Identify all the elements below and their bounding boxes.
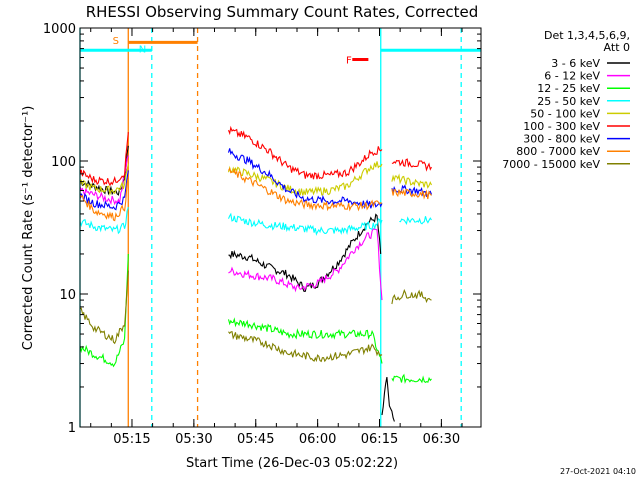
series-12-25-kev (79, 253, 432, 384)
x-axis-label: Start Time (26-Dec-03 05:02:22) (186, 456, 398, 471)
x-tick-label-05-45: 05:45 (237, 432, 274, 447)
series-100-300-kev (79, 125, 432, 187)
series-100-300-kev-segment-0 (79, 132, 129, 187)
legend-label-100-300-kev: 100 - 300 keV (523, 120, 600, 133)
series-12-25-kev-segment-1 (227, 317, 383, 364)
series-800-7000-kev (79, 167, 432, 222)
series-3-6-kev-segment-1 (228, 213, 382, 292)
series-800-7000-kev-segment-2 (391, 188, 432, 200)
series-7000-15000-kev-segment-2 (391, 288, 432, 305)
series-7000-15000-kev-segment-1 (228, 331, 383, 363)
y-tick-label-10: 10 (59, 288, 76, 303)
legend-label-7000-15000-kev: 7000 - 15000 keV (502, 158, 600, 171)
series-3-6-kev-segment-2 (381, 376, 395, 422)
legend-label-6-12-kev: 6 - 12 keV (544, 70, 600, 83)
series-800-7000-kev-segment-0 (79, 177, 129, 222)
x-tick-label-05-15: 05:15 (113, 432, 150, 447)
series-800-7000-kev-segment-1 (228, 167, 383, 212)
series-100-300-kev-segment-2 (391, 158, 432, 172)
legend-header-1: Att 0 (604, 41, 630, 54)
x-tick-label-06-00: 06:00 (299, 432, 336, 447)
timestamp-label: 27-Oct-2021 04:10 (560, 467, 636, 476)
series-7000-15000-kev (79, 270, 432, 363)
y-axis-ticks: 1 10 100 1000 (43, 22, 481, 436)
y-axis-label: Corrected Count Rate (s⁻¹ detector⁻¹) (21, 106, 36, 351)
series-300-800-kev-segment-0 (79, 170, 129, 211)
chart-title: RHESSI Observing Summary Count Rates, Co… (86, 3, 479, 21)
series-300-800-kev (79, 148, 433, 211)
series-group (79, 125, 433, 422)
series-50-100-kev-segment-0 (79, 163, 129, 197)
y-tick-label-1: 1 (68, 421, 76, 436)
series-6-12-kev-segment-1 (228, 228, 383, 301)
series-50-100-kev-segment-1 (227, 161, 383, 196)
annotation-s-0: S (113, 36, 119, 47)
series-25-50-kev-segment-0 (79, 206, 129, 235)
annotation-f-2: F (346, 55, 352, 66)
legend-label-300-800-kev: 300 - 800 keV (523, 133, 600, 146)
legend-header-0: Det 1,3,4,5,6,9, (544, 29, 630, 42)
series-100-300-kev-segment-1 (227, 125, 383, 180)
y-tick-label-1000: 1000 (43, 22, 76, 37)
annotation-n-1: N (139, 45, 146, 56)
x-tick-label-06-15: 06:15 (361, 432, 398, 447)
annotation-labels: S N F (113, 36, 352, 66)
series-50-100-kev (79, 161, 432, 197)
series-25-50-kev-segment-1 (227, 212, 383, 236)
legend-label-12-25-kev: 12 - 25 keV (537, 82, 600, 95)
series-12-25-kev-segment-0 (79, 253, 129, 368)
x-tick-label-05-30: 05:30 (175, 432, 212, 447)
series-6-12-kev-segment-0 (79, 155, 129, 206)
plot-frame (79, 27, 482, 428)
series-7000-15000-kev-segment-0 (79, 270, 129, 345)
legend-label-25-50-kev: 25 - 50 keV (537, 95, 600, 108)
series-25-50-kev-segment-2 (399, 216, 432, 225)
series-3-6-kev-segment-0 (79, 145, 129, 196)
series-25-50-kev (79, 206, 432, 236)
y-tick-label-100: 100 (51, 155, 76, 170)
legend-label-50-100-kev: 50 - 100 keV (530, 107, 600, 120)
x-axis-ticks: 05:15 05:30 05:45 06:00 06:15 06:30 (90, 28, 463, 447)
legend-label-3-6-kev: 3 - 6 keV (551, 57, 600, 70)
interval-bars (80, 40, 481, 61)
series-12-25-kev-segment-2 (391, 373, 432, 384)
x-tick-label-06-30: 06:30 (423, 432, 460, 447)
series-300-800-kev-segment-1 (227, 148, 383, 210)
series-50-100-kev-segment-2 (391, 173, 432, 189)
legend-label-800-7000-kev: 800 - 7000 keV (516, 145, 600, 158)
series-6-12-kev (79, 155, 383, 301)
